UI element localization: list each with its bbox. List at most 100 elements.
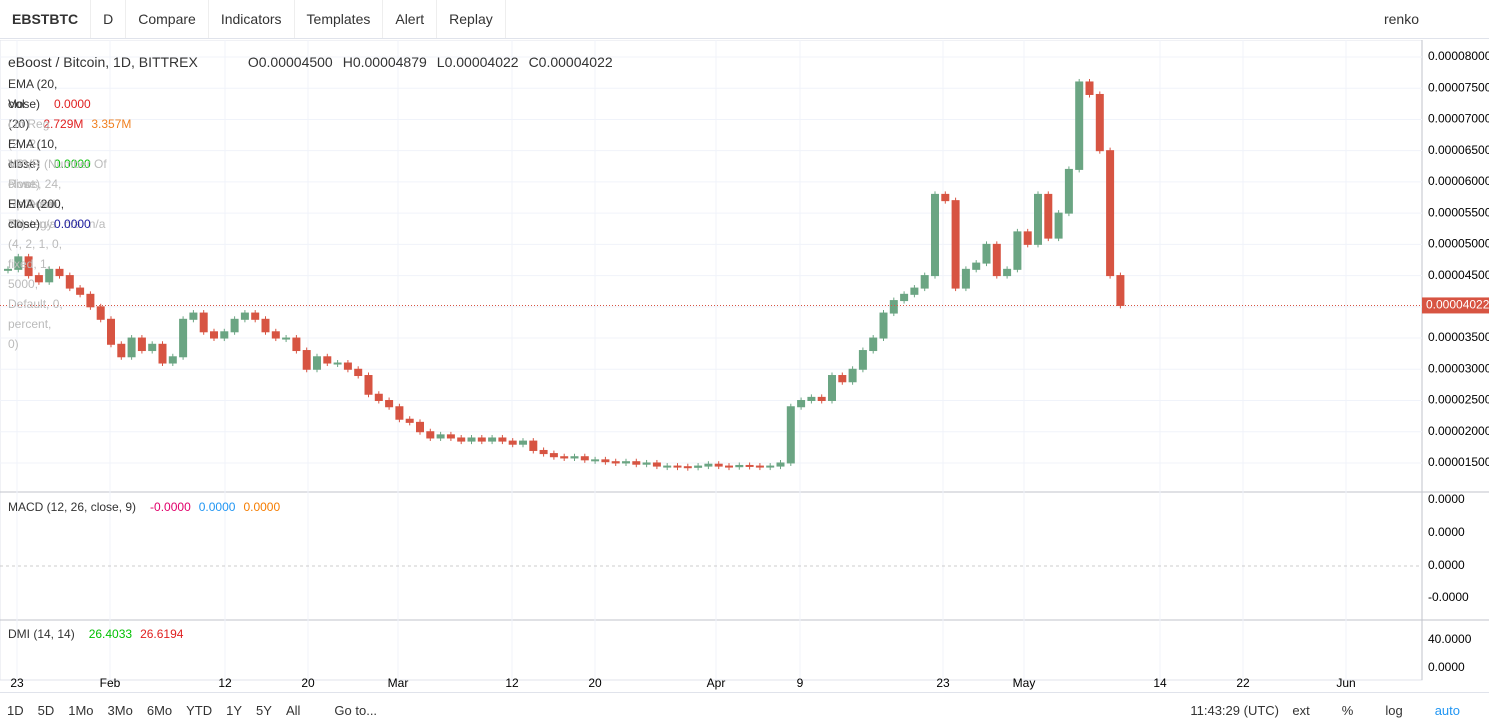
candle [1013,231,1022,270]
legend-title: eBoost / Bitcoin, 1D, BITTREX O0.00004500… [8,52,623,72]
candle [86,293,95,308]
indicator-name[interactable]: Pivot Reversal Strategy (4, 2, 1, 0, fix… [8,177,63,351]
candle [755,465,764,468]
indicator-value: 2.729M [43,117,84,131]
candle [1095,93,1104,152]
indicator-name[interactable]: DMI (14, 14) [8,627,75,641]
range[interactable]: 1D [7,703,24,718]
candle [673,465,682,468]
candle [560,456,569,459]
toolbar-item[interactable]: Indicators [209,0,295,38]
candle [1023,231,1032,245]
candle [220,331,229,339]
x-tick-label: 14 [1153,676,1167,690]
candle [395,406,404,420]
indicator-name[interactable]: Lin Reg (2, -2, 100, close) [8,117,50,191]
indicator-legend: Lin Reg (2, -2, 100, close) [8,114,54,194]
range[interactable]: 1Mo [68,703,94,718]
toolbar: EBSTBTC D Compare Indicators Templates A… [0,0,1489,39]
candle [838,375,847,383]
range[interactable]: 1Y [226,703,243,718]
indicator-value: 26.4033 [88,627,133,641]
indicator-name[interactable]: Vol (20) [8,97,30,131]
candle [766,465,775,468]
range[interactable]: 5D [37,703,55,718]
x-tick-label: 12 [505,676,519,690]
x-tick-label: Jun [1336,676,1355,690]
macd-axis-label: -0.0000 [1428,590,1469,604]
indicator-name[interactable]: EMA (20, close) [8,77,58,111]
candle [1075,81,1084,170]
indicator-name[interactable]: VPVR (Number Of Rows, 24, Up/Down, 70) [8,157,107,231]
range[interactable]: 5Y [256,703,272,718]
candle [828,375,836,402]
indicator-value: 26.6194 [140,627,184,641]
candle [714,463,723,467]
candle [1064,168,1073,214]
toolbar-item[interactable]: Replay [437,0,506,38]
x-tick-label: May [1013,676,1036,690]
x-tick-label: 22 [1236,676,1250,690]
option[interactable]: % [1341,703,1354,718]
range[interactable]: 6Mo [146,703,173,718]
range[interactable]: YTD [186,703,213,718]
indicator-value: n/a [64,217,81,231]
indicator-name[interactable]: EMA (10, close) [8,137,58,171]
option[interactable]: auto [1434,703,1460,718]
toolbar-item[interactable]: Alert [383,0,438,38]
candle [467,437,476,442]
candle [343,362,352,370]
indicator-value: n/a [39,217,57,231]
panel-frame [0,40,1423,681]
candle [76,287,85,295]
candle [1085,81,1094,95]
indicator-value: 0.0000 [243,500,281,514]
candle [333,362,342,365]
option[interactable]: ext [1292,703,1310,718]
candle [199,312,208,333]
toolbar-item[interactable]: Compare [126,0,209,38]
candle [374,393,383,402]
option[interactable]: log [1385,703,1403,718]
candle [508,440,517,445]
candle [642,462,651,465]
range[interactable]: 3Mo [107,703,133,718]
candle [168,356,177,364]
candle [704,463,713,467]
candle [1054,212,1063,239]
candle [632,461,641,465]
indicator-legend: EMA (10, close) 0.0000 [8,134,99,174]
candle [498,437,507,442]
chart-type[interactable]: renko [1383,11,1419,27]
candle [549,453,558,458]
candle [951,200,960,289]
candle [931,193,939,277]
candle [127,337,136,358]
range[interactable]: All [285,703,301,718]
candle [652,462,661,467]
toolbar-item[interactable]: Templates [295,0,384,38]
indicator-name[interactable]: EMA (200, close) [8,197,65,231]
candle [858,350,867,370]
candle [910,287,919,295]
indicator-name[interactable]: MACD (12, 26, close, 9) [8,500,137,514]
last-price-box [1422,297,1489,314]
goto[interactable]: Go to... [334,703,378,718]
chart: 0.00001500 0.00002000 0.00002500 0.00003000… [0,40,1489,690]
candle [776,462,785,467]
interval[interactable]: D [91,0,127,38]
symbol[interactable]: EBSTBTC [0,0,92,38]
indicator-legend: EMA (200, close) 0.0000 [8,194,99,234]
time: 11:43:29 (UTC) [1190,703,1279,718]
candle [807,396,816,402]
candle [580,456,589,461]
candle [745,464,754,467]
candle [539,449,548,455]
indicator-legend: Vol (20) 2.729M 3.357M [8,94,139,134]
candle [457,437,466,442]
y-tick-label: 0.00005500 [1428,205,1489,219]
indicator-value: 0.0000 [198,500,236,514]
indicator-legend: Pivot Reversal Strategy (4, 2, 1, 0, fix… [8,174,69,354]
options: ext % log auto [1285,693,1467,728]
x-tick-label: Mar [388,676,409,690]
